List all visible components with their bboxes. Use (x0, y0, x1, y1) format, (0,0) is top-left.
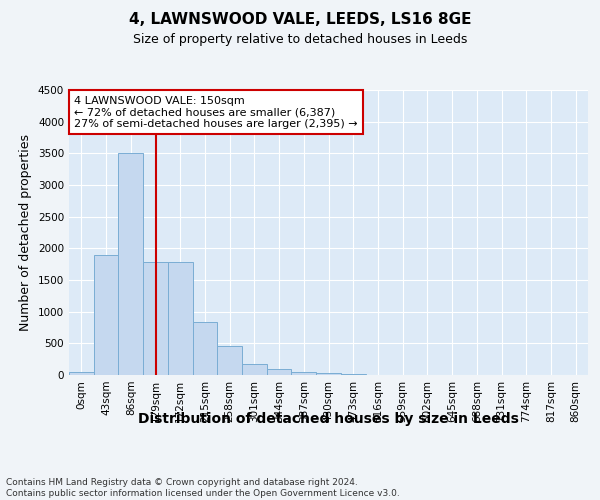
Text: Distribution of detached houses by size in Leeds: Distribution of detached houses by size … (139, 412, 519, 426)
Bar (118, 154, 143, 375)
Bar (316, 373, 341, 375)
Bar (143, 262, 168, 375)
Bar (69, 372, 94, 375)
Text: Contains HM Land Registry data © Crown copyright and database right 2024.
Contai: Contains HM Land Registry data © Crown c… (6, 478, 400, 498)
Bar (341, 374, 365, 375)
Text: 4, LAWNSWOOD VALE, LEEDS, LS16 8GE: 4, LAWNSWOOD VALE, LEEDS, LS16 8GE (129, 12, 471, 28)
Y-axis label: Number of detached properties: Number of detached properties (19, 134, 32, 331)
Bar (94, 254, 118, 375)
Bar (193, 322, 217, 375)
Bar (267, 370, 292, 375)
Bar (168, 262, 193, 375)
Bar (217, 346, 242, 375)
Text: Size of property relative to detached houses in Leeds: Size of property relative to detached ho… (133, 32, 467, 46)
Bar (242, 364, 267, 375)
Text: 4 LAWNSWOOD VALE: 150sqm
← 72% of detached houses are smaller (6,387)
27% of sem: 4 LAWNSWOOD VALE: 150sqm ← 72% of detach… (74, 96, 358, 129)
Bar (292, 372, 316, 375)
